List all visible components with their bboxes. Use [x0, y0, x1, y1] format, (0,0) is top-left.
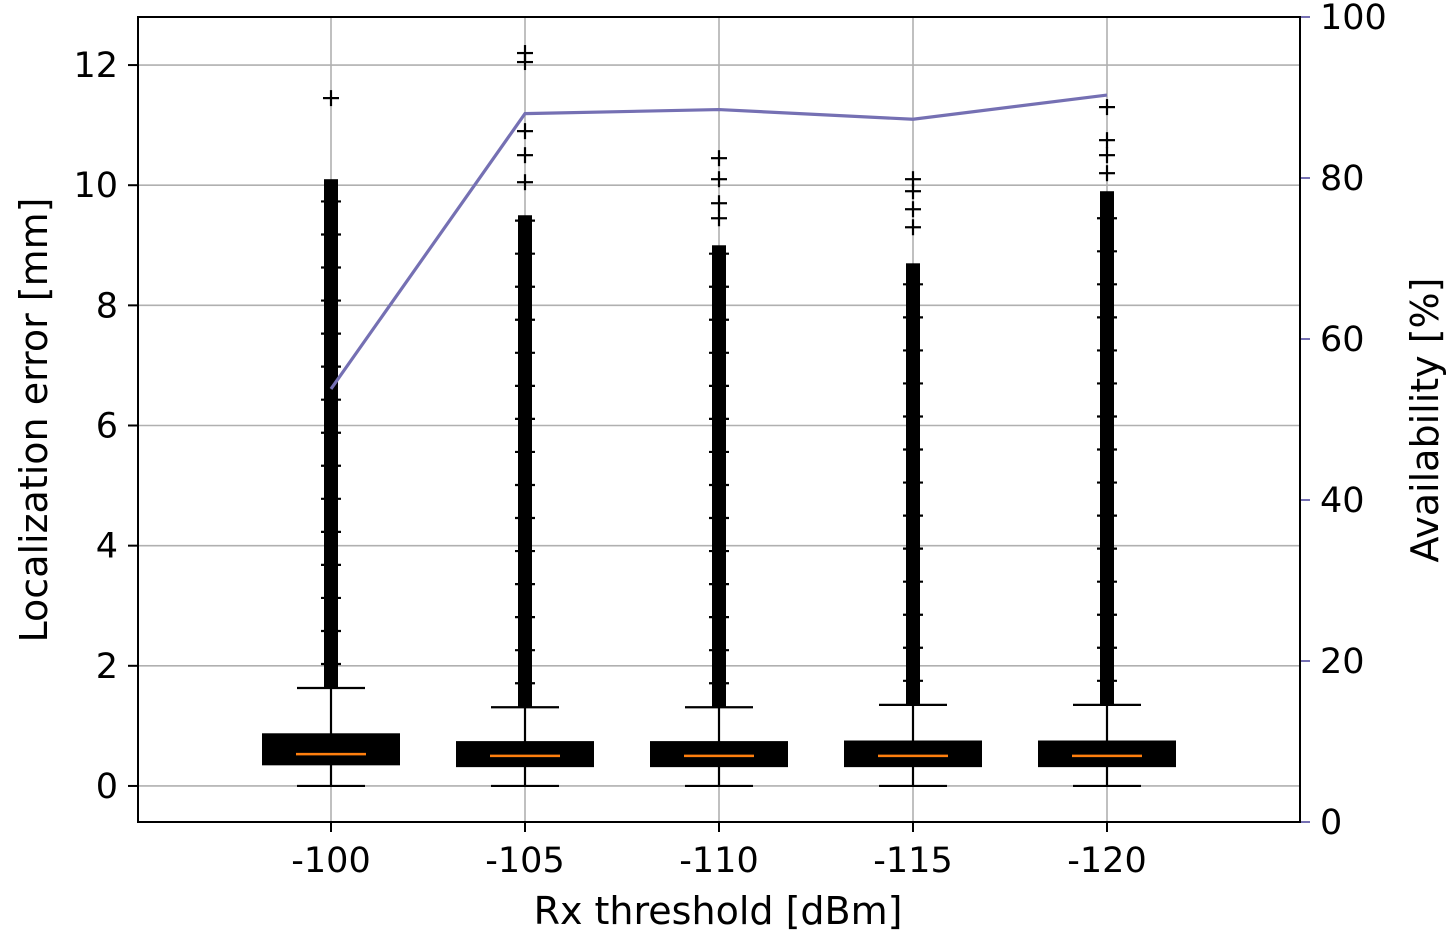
boxplots	[262, 45, 1176, 788]
y-tick-label: 8	[96, 286, 118, 326]
y2-tick-label: 60	[1320, 320, 1365, 360]
x-tick-label: -100	[291, 841, 370, 881]
flier-cluster	[518, 215, 532, 708]
boxplot--115	[844, 171, 982, 788]
box-iqr	[650, 741, 788, 768]
y-tick-label: 0	[96, 767, 118, 807]
y2-tick-label: 40	[1320, 481, 1365, 521]
y2-tick-label: 100	[1320, 0, 1387, 38]
y2-tick-label: 0	[1320, 803, 1342, 843]
x-tick-label: -120	[1067, 841, 1146, 881]
y2-tick-label: 20	[1320, 642, 1365, 682]
box-iqr	[456, 741, 594, 768]
flier-cluster	[712, 245, 726, 708]
boxplot--100	[262, 90, 400, 788]
flier-cluster	[906, 263, 920, 705]
y-tick-label: 4	[96, 527, 118, 567]
y-tick-label: 12	[73, 46, 118, 86]
tick-labels: 0 2 4 6 8 10 12 -100 -105 -110 -115 -120 0 20 40 60 80 10…	[73, 0, 1386, 881]
y-tick-label: 2	[96, 647, 118, 687]
x-tick-label: -110	[679, 841, 758, 881]
x-tick-label: -105	[485, 841, 564, 881]
plot-frame	[137, 16, 1301, 823]
boxplot--105	[456, 45, 594, 788]
flier-cluster	[1100, 191, 1114, 705]
y2-tick-label: 80	[1320, 159, 1365, 199]
box-iqr	[262, 733, 400, 766]
boxplot--120	[1038, 99, 1176, 788]
x-tick-label: -115	[873, 841, 952, 881]
box-iqr	[1038, 740, 1176, 768]
box-iqr	[844, 740, 982, 768]
y2-axis-label: Availability [%]	[1403, 278, 1447, 563]
y-tick-label: 10	[73, 166, 118, 206]
y-tick-label: 6	[96, 407, 118, 447]
y-axis-label: Localization error [mm]	[12, 198, 56, 643]
availability-line	[329, 93, 1108, 390]
x-axis-label: Rx threshold [dBm]	[534, 889, 903, 933]
availability-line-layer	[329, 93, 1108, 390]
axes	[128, 16, 1310, 832]
boxplot--110	[650, 150, 788, 788]
